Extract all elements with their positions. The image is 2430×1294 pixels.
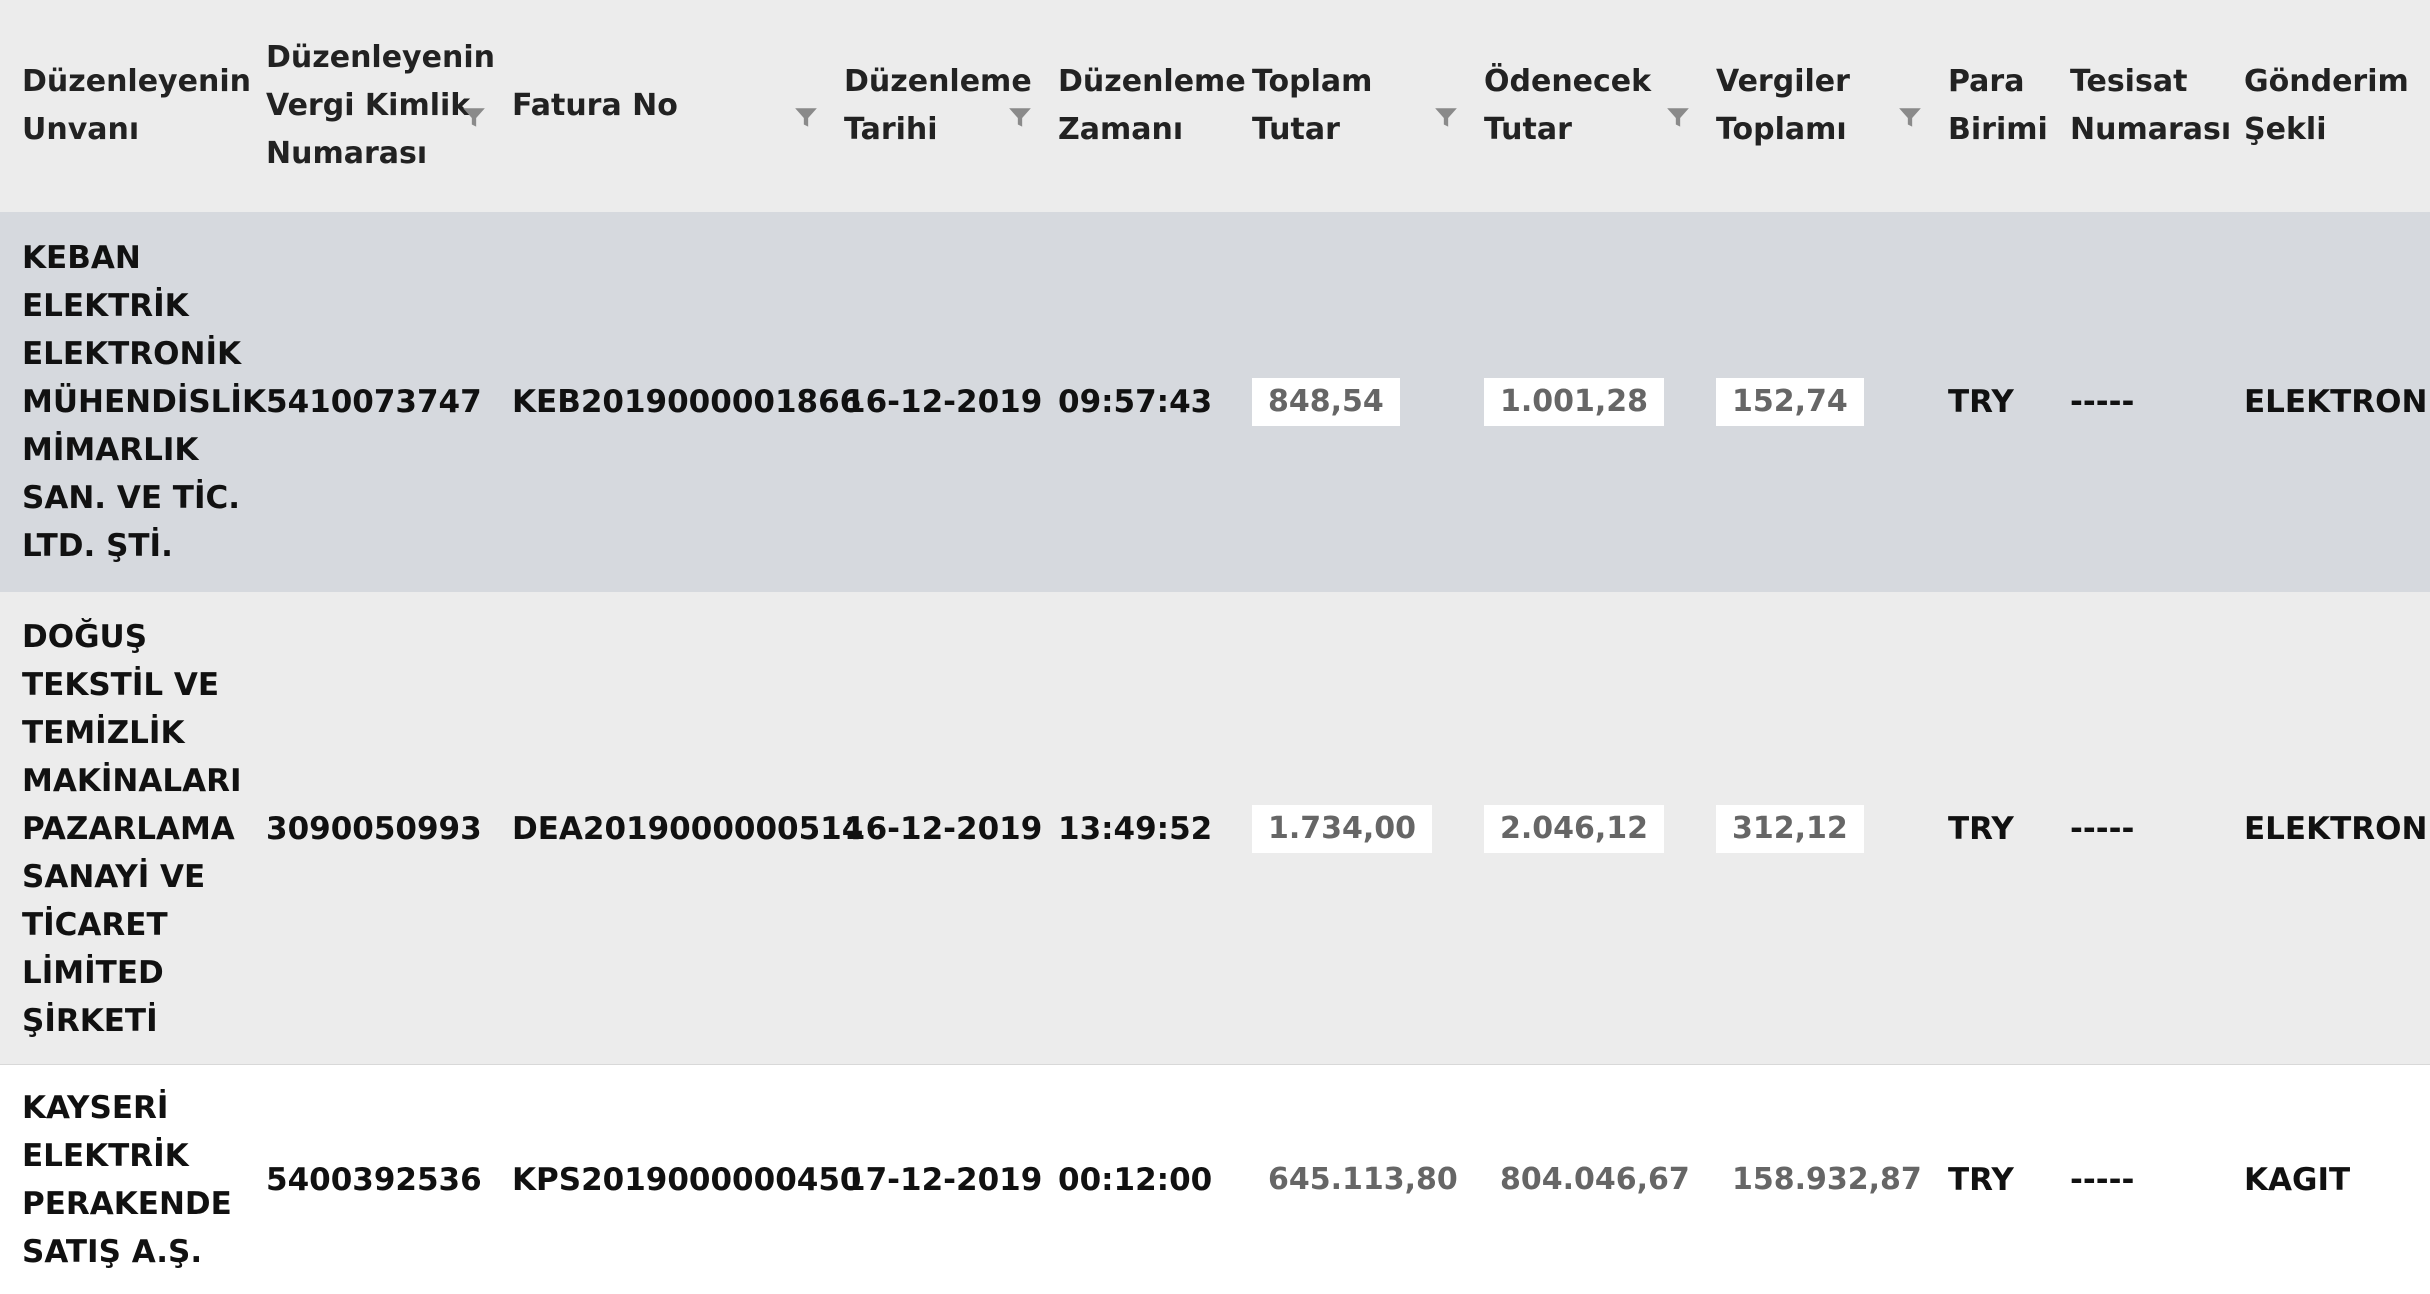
cell-taxes: 158.932,87 <box>1716 1065 1938 1294</box>
header-payable-amount[interactable]: Ödenecek Tutar <box>1484 64 1652 147</box>
cell-taxes: 312,12 <box>1716 592 1864 1065</box>
filter-icon[interactable] <box>460 104 488 132</box>
cell-issuer: DOĞUŞ TEKSTİL VE TEMİZLİK MAKİNALARI PAZ… <box>22 618 242 1039</box>
filter-icon[interactable] <box>1432 104 1460 132</box>
header-issue-time[interactable]: Düzenleme Zamanı <box>1058 64 1246 147</box>
tax-total-value: 312,12 <box>1716 804 1864 853</box>
cell-date: 17-12-2019 <box>844 1161 1043 1198</box>
cell-total: 645.113,80 <box>1252 1065 1474 1294</box>
cell-taxes: 152,74 <box>1716 212 1864 592</box>
payable-amount-value: 804.046,67 <box>1500 1161 1690 1197</box>
cell-installation-no: ----- <box>2070 810 2135 847</box>
payable-amount-value: 2.046,12 <box>1484 804 1665 853</box>
table-row[interactable]: KEBAN ELEKTRİK ELEKTRONİK MÜHENDİSLİK Mİ… <box>0 212 2430 592</box>
header-tax-total[interactable]: Vergiler Toplamı <box>1716 64 1850 147</box>
cell-time: 09:57:43 <box>1058 384 1213 420</box>
cell-date: 16-12-2019 <box>844 810 1043 847</box>
header-total-amount[interactable]: Toplam Tutar <box>1252 64 1373 147</box>
header-installation-no[interactable]: Tesisat Numarası <box>2070 64 2232 147</box>
cell-invoice-no: DEA2019000000514 <box>512 810 864 847</box>
cell-currency: TRY <box>1948 384 2014 420</box>
filter-icon[interactable] <box>1896 104 1924 132</box>
cell-invoice-no: KPS2019000000450 <box>512 1161 862 1198</box>
cell-tax-id: 5400392536 <box>266 1161 482 1198</box>
total-amount-value: 645.113,80 <box>1268 1161 1458 1197</box>
cell-payable: 2.046,12 <box>1484 592 1665 1065</box>
cell-delivery: ELEKTRONIK <box>2244 810 2430 847</box>
cell-delivery: ELEKTRONIK <box>2244 384 2430 420</box>
cell-currency: TRY <box>1948 1161 2014 1198</box>
cell-delivery: KAGIT <box>2244 1161 2351 1198</box>
cell-total: 1.734,00 <box>1252 592 1433 1065</box>
header-invoice-no[interactable]: Fatura No <box>512 88 678 123</box>
cell-issuer: KAYSERİ ELEKTRİK PERAKENDE SATIŞ A.Ş. <box>22 1089 232 1270</box>
header-issue-date[interactable]: Düzenleme Tarihi <box>844 64 1032 147</box>
cell-date: 16-12-2019 <box>844 384 1043 420</box>
cell-tax-id: 3090050993 <box>266 810 482 847</box>
cell-tax-id: 5410073747 <box>266 384 482 420</box>
cell-installation-no: ----- <box>2070 384 2135 420</box>
cell-invoice-no: KEB2019000001866 <box>512 384 862 420</box>
tax-total-value: 158.932,87 <box>1732 1161 1922 1197</box>
header-currency[interactable]: Para Birimi <box>1948 64 2048 147</box>
filter-icon[interactable] <box>1006 104 1034 132</box>
cell-currency: TRY <box>1948 810 2014 847</box>
cell-installation-no: ----- <box>2070 1161 2135 1198</box>
table-row[interactable]: KAYSERİ ELEKTRİK PERAKENDE SATIŞ A.Ş. 54… <box>0 1065 2430 1294</box>
cell-payable: 804.046,67 <box>1484 1065 1706 1294</box>
total-amount-value: 1.734,00 <box>1252 804 1433 853</box>
cell-issuer: KEBAN ELEKTRİK ELEKTRONİK MÜHENDİSLİK Mİ… <box>22 240 266 564</box>
header-issuer-name[interactable]: Düzenleyenin Unvanı <box>22 64 251 147</box>
filter-icon[interactable] <box>1664 104 1692 132</box>
header-tax-id[interactable]: Düzenleyenin Vergi Kimlik Numarası <box>266 40 495 171</box>
total-amount-value: 848,54 <box>1252 378 1400 426</box>
payable-amount-value: 1.001,28 <box>1484 378 1665 426</box>
table-row[interactable]: DOĞUŞ TEKSTİL VE TEMİZLİK MAKİNALARI PAZ… <box>0 592 2430 1065</box>
cell-time: 00:12:00 <box>1058 1161 1213 1198</box>
cell-payable: 1.001,28 <box>1484 212 1665 592</box>
filter-icon[interactable] <box>792 104 820 132</box>
tax-total-value: 152,74 <box>1716 378 1864 426</box>
cell-total: 848,54 <box>1252 212 1400 592</box>
table-header: Düzenleyenin Unvanı Düzenleyenin Vergi K… <box>0 0 2430 212</box>
header-delivery-method[interactable]: Gönderim Şekli <box>2244 64 2409 147</box>
cell-time: 13:49:52 <box>1058 810 1213 847</box>
